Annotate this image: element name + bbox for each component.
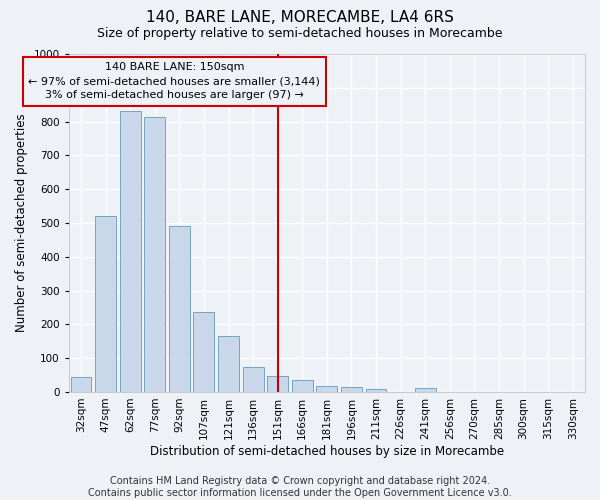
Bar xyxy=(341,387,362,392)
Bar xyxy=(242,366,263,392)
Bar xyxy=(218,336,239,392)
Text: Size of property relative to semi-detached houses in Morecambe: Size of property relative to semi-detach… xyxy=(97,28,503,40)
Bar xyxy=(95,216,116,392)
Bar xyxy=(193,312,214,392)
Bar xyxy=(145,116,165,392)
Bar xyxy=(267,376,288,392)
Text: Contains HM Land Registry data © Crown copyright and database right 2024.
Contai: Contains HM Land Registry data © Crown c… xyxy=(88,476,512,498)
Bar xyxy=(169,226,190,392)
Bar xyxy=(365,388,386,392)
Text: 140, BARE LANE, MORECAMBE, LA4 6RS: 140, BARE LANE, MORECAMBE, LA4 6RS xyxy=(146,10,454,25)
Y-axis label: Number of semi-detached properties: Number of semi-detached properties xyxy=(15,114,28,332)
Bar xyxy=(71,377,91,392)
Text: 140 BARE LANE: 150sqm
← 97% of semi-detached houses are smaller (3,144)
3% of se: 140 BARE LANE: 150sqm ← 97% of semi-deta… xyxy=(28,62,320,100)
Bar xyxy=(292,380,313,392)
X-axis label: Distribution of semi-detached houses by size in Morecambe: Distribution of semi-detached houses by … xyxy=(150,444,504,458)
Bar xyxy=(415,388,436,392)
Bar xyxy=(316,386,337,392)
Bar xyxy=(120,112,140,392)
